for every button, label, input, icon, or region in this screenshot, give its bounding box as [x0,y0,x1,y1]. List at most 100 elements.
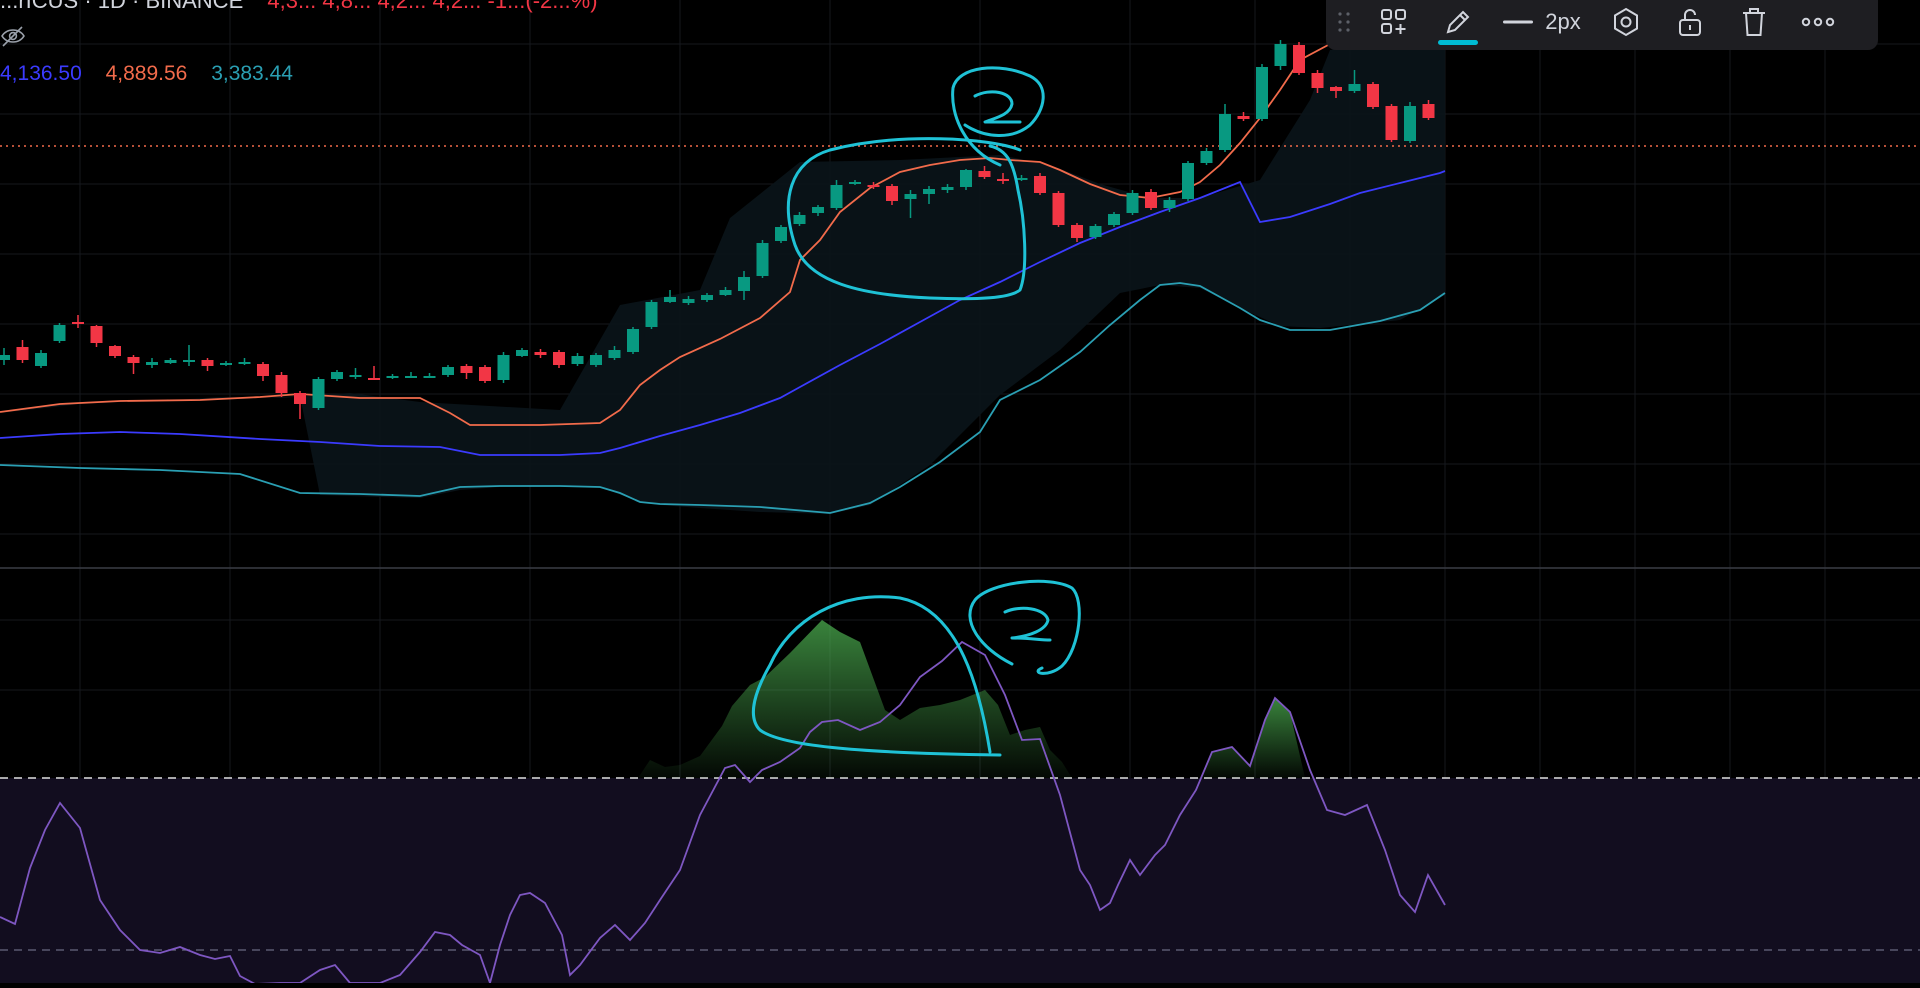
pencil-icon[interactable] [1426,0,1490,50]
candle-body[interactable] [738,277,750,291]
candle-body[interactable] [1348,84,1361,91]
candle-body[interactable] [516,350,528,356]
candle-body[interactable] [960,170,972,187]
candle-body[interactable] [849,182,861,184]
candle-body[interactable] [867,185,880,187]
candle-body[interactable] [775,227,787,241]
candle-body[interactable] [0,355,10,360]
candle-body[interactable] [423,376,436,378]
drawing-toolbar: 2px [1326,0,1878,50]
candle-body[interactable] [109,346,121,356]
candle-body[interactable] [793,215,806,224]
candle-body[interactable] [1256,67,1268,119]
candle-body[interactable] [534,352,547,355]
candlestick-series[interactable] [0,40,1435,419]
candle-body[interactable] [1126,193,1139,213]
candle-body[interactable] [1367,84,1379,107]
candle-body[interactable] [183,360,195,362]
candle-body[interactable] [1422,104,1435,118]
line-width-label: 2px [1545,9,1581,34]
line-width-button[interactable]: 2px [1490,0,1594,50]
candle-body[interactable] [1182,163,1194,199]
candle-body[interactable] [442,367,454,375]
candle-body[interactable] [701,295,713,300]
drawing-ellipse-rsi[interactable] [751,595,1002,757]
more-icon[interactable] [1786,0,1850,50]
candle-body[interactable] [886,186,898,201]
candle-body[interactable] [164,360,177,363]
drawing-annotations[interactable] [751,66,1081,757]
candle-body[interactable] [590,355,602,365]
candle-body[interactable] [1200,151,1213,163]
candle-body[interactable] [553,352,565,365]
candle-body[interactable] [645,302,658,327]
candle-body[interactable] [35,353,47,366]
candle-body[interactable] [1293,45,1305,73]
candle-body[interactable] [1089,226,1102,237]
candle-body[interactable] [682,299,695,303]
candle-body[interactable] [275,375,288,393]
candle-body[interactable] [201,360,214,366]
candle-body[interactable] [331,372,343,379]
candle-body[interactable] [386,376,399,378]
candle-body[interactable] [405,376,417,378]
add-template-icon[interactable] [1362,0,1426,50]
candle-body[interactable] [719,290,732,295]
candle-body[interactable] [1274,44,1287,66]
candle-body[interactable] [257,364,269,376]
candle-body[interactable] [72,322,84,324]
candle-body[interactable] [1385,106,1398,140]
candle-body[interactable] [978,171,991,177]
candle-body[interactable] [127,357,140,363]
candle-body[interactable] [812,207,824,213]
candle-body[interactable] [664,297,676,302]
candle-body[interactable] [923,189,935,194]
candle-body[interactable] [146,362,158,365]
candle-body[interactable] [349,375,362,377]
candle-body[interactable] [627,329,639,352]
unlock-icon[interactable] [1658,0,1722,50]
drag-handle-icon[interactable] [1326,0,1362,50]
candle-body[interactable] [312,379,325,408]
candle-body[interactable] [1404,106,1416,141]
candle-body[interactable] [830,185,843,208]
candle-body[interactable] [571,356,584,364]
candle-body[interactable] [16,347,29,360]
candle-body[interactable] [460,366,473,373]
drawing-scribble-2-price[interactable] [951,66,1045,167]
candle-body[interactable] [1108,214,1120,225]
bollinger-lower-line [0,282,1446,514]
candle-body[interactable] [90,326,103,343]
candle-body[interactable] [1052,193,1065,225]
candle-body[interactable] [479,367,491,381]
candle-body[interactable] [1163,200,1176,208]
candle-body[interactable] [294,393,306,404]
candle-body[interactable] [997,179,1009,181]
candle-body[interactable] [238,362,251,364]
drawing-ellipse-price[interactable] [787,137,1027,301]
candle-body[interactable] [904,194,917,199]
candle-body[interactable] [220,363,232,365]
pencil-active-indicator [1438,40,1478,45]
hide-indicators-icon[interactable] [0,24,26,48]
candle-body[interactable] [1219,114,1231,150]
bollinger-band-fill [0,40,1445,514]
candle-body[interactable] [368,378,380,380]
candle-body[interactable] [1015,178,1028,180]
candle-body[interactable] [1145,192,1157,208]
candle-body[interactable] [497,355,510,380]
candle-body[interactable] [1034,176,1046,193]
candle-body[interactable] [941,187,954,190]
candle-body[interactable] [1237,116,1250,119]
candle-body[interactable] [608,350,621,358]
settings-hexagon-icon[interactable] [1594,0,1658,50]
candle-body[interactable] [53,325,66,341]
drawing-scribble-2-rsi[interactable] [968,579,1081,675]
candle-body[interactable] [756,243,769,276]
candle-body[interactable] [1071,225,1083,238]
candle-body[interactable] [1330,87,1342,91]
trash-icon[interactable] [1722,0,1786,50]
candle-body[interactable] [1311,73,1324,88]
